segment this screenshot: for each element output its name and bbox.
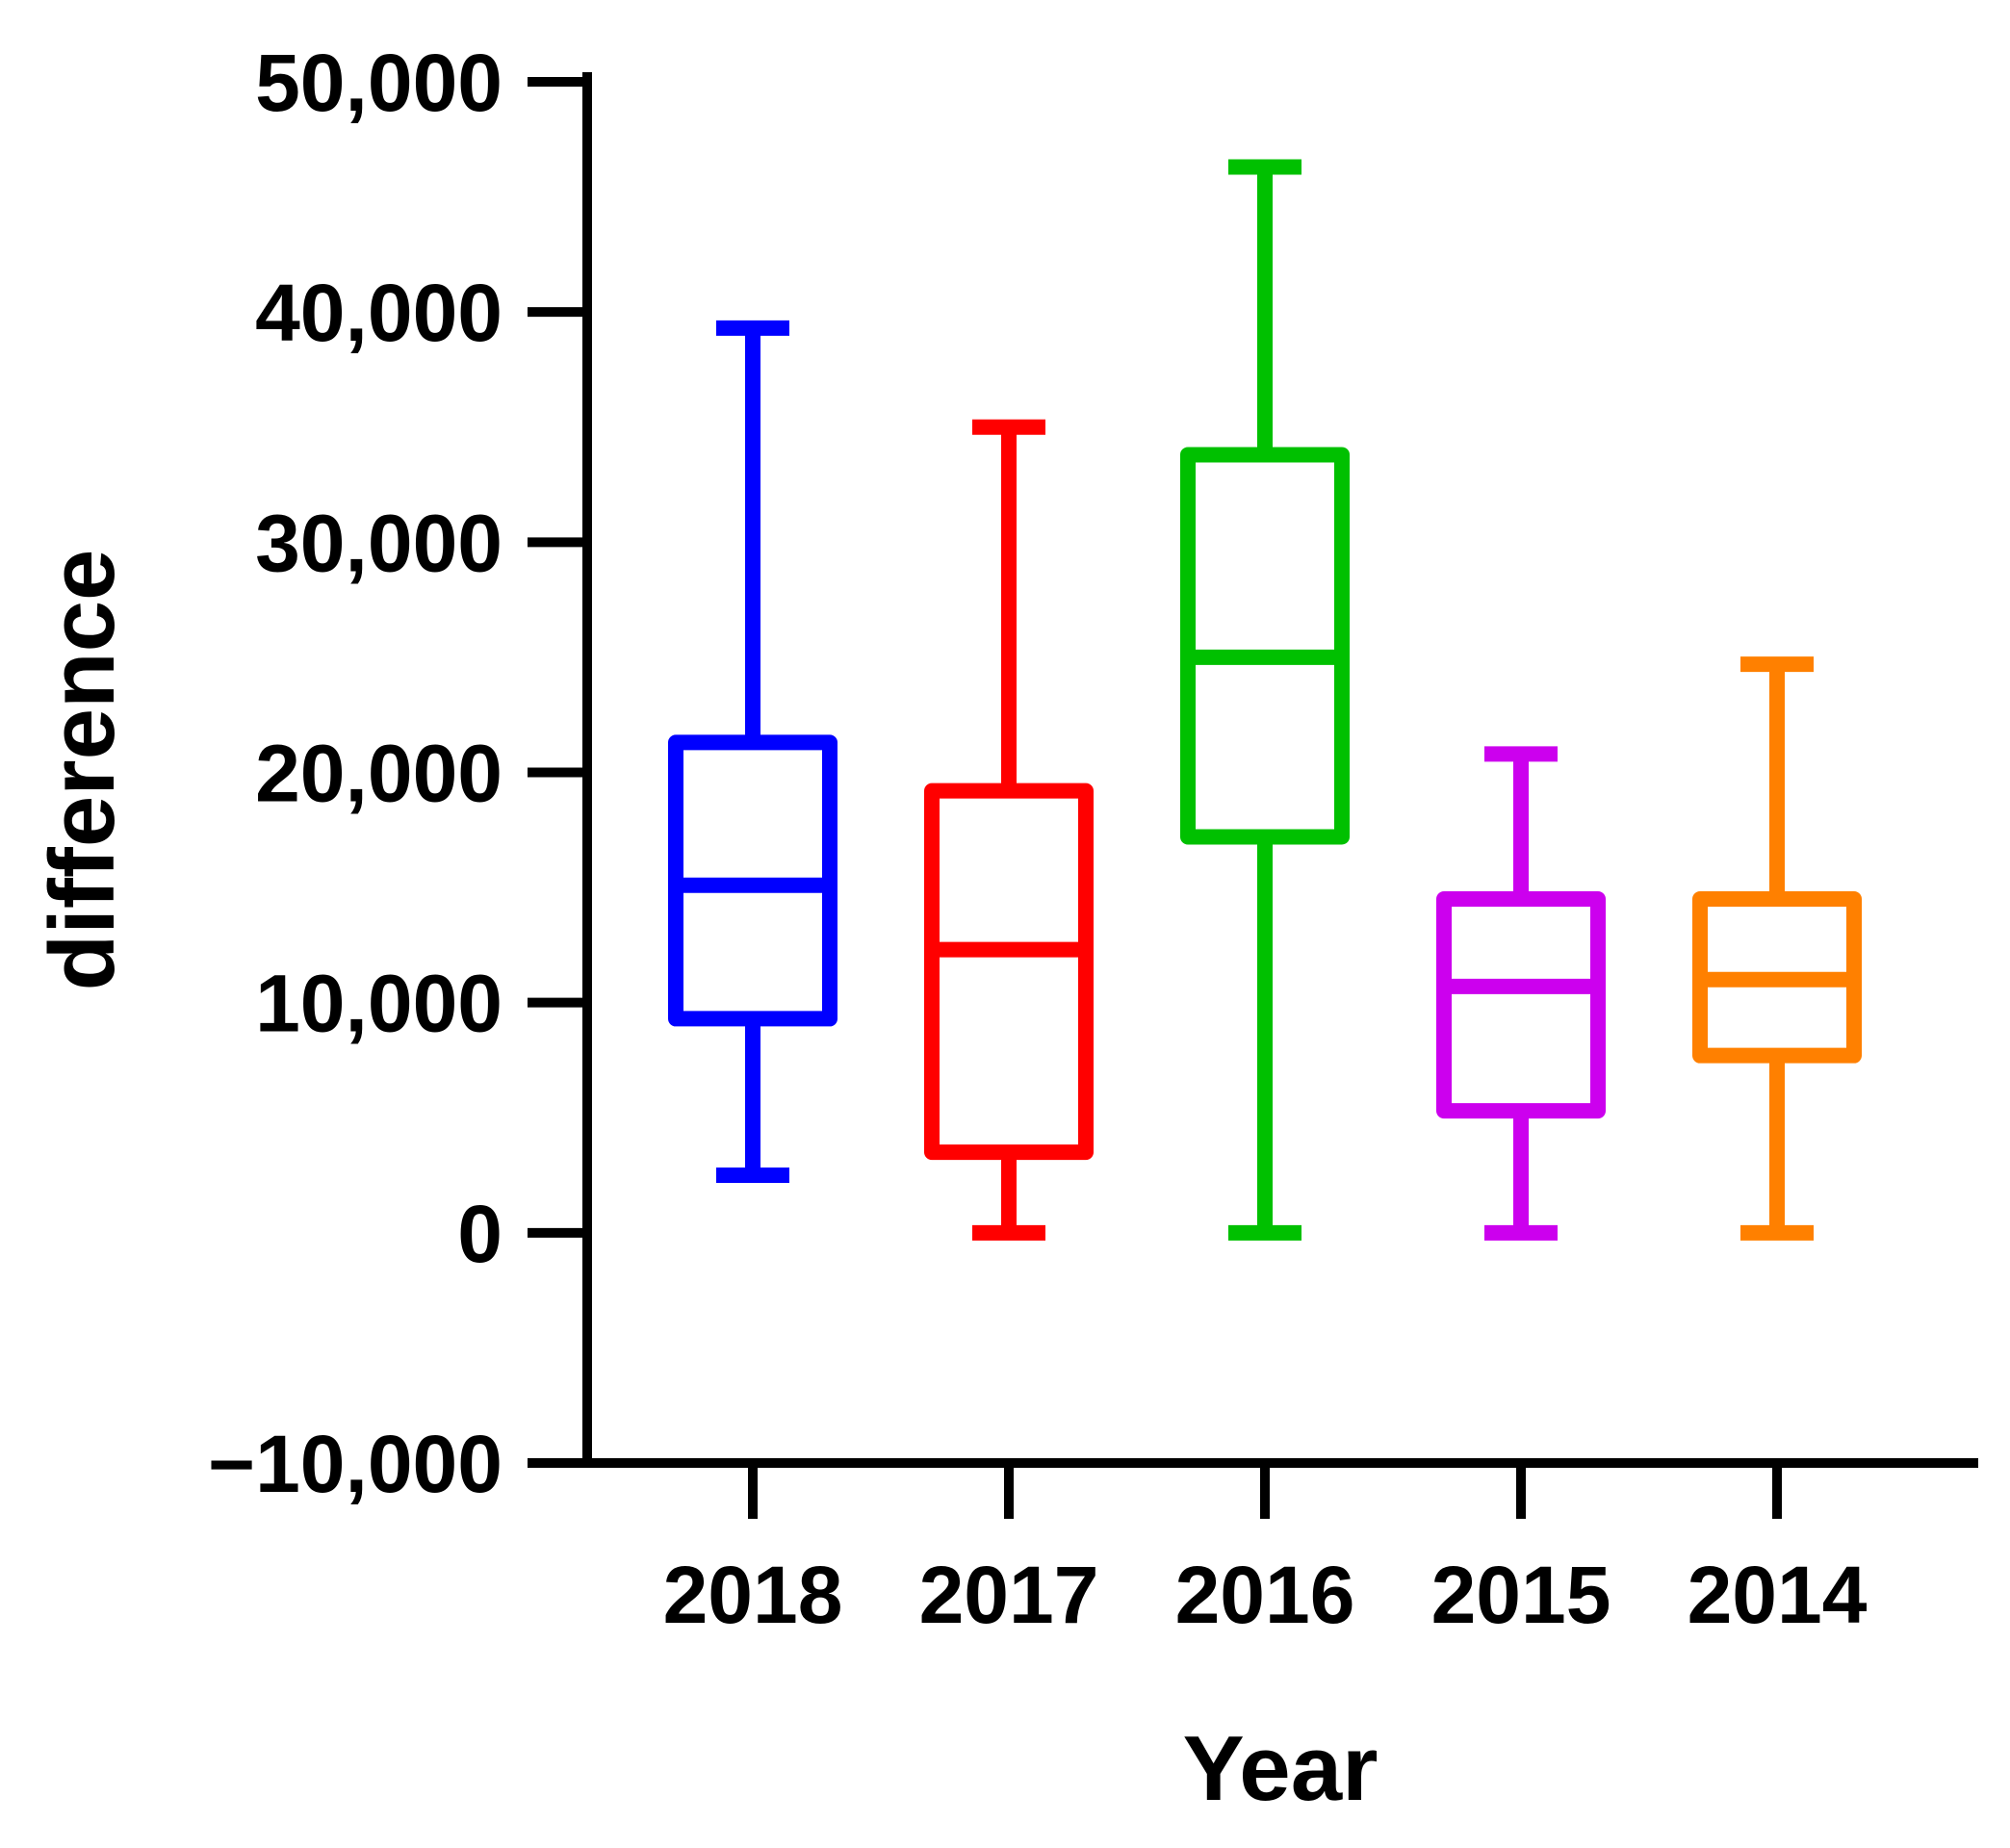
x-tick-label: 2015 — [1431, 1550, 1611, 1640]
iqr-box — [1436, 891, 1606, 1119]
y-tick-label: 0 — [457, 1189, 502, 1279]
y-ticks: 50,000 40,000 30,000 20,000 10,000 0 −10,000 — [208, 38, 587, 1509]
box-2018 — [668, 320, 838, 1184]
y-tick-label: 20,000 — [255, 729, 502, 819]
iqr-box — [1180, 447, 1350, 845]
box-2017 — [924, 419, 1094, 1241]
y-axis-title: difference — [31, 550, 134, 991]
iqr-box — [924, 783, 1094, 1161]
y-tick-label: −10,000 — [208, 1419, 502, 1509]
x-tick-label: 2018 — [663, 1550, 843, 1640]
y-tick-label: 50,000 — [255, 38, 502, 128]
boxes — [668, 159, 1862, 1241]
y-tick-label: 40,000 — [255, 268, 502, 358]
x-ticks: 2018 2017 2016 2015 2014 — [663, 1463, 1868, 1640]
box-2014 — [1692, 656, 1862, 1241]
y-tick-label: 30,000 — [255, 498, 502, 588]
x-tick-label: 2016 — [1175, 1550, 1355, 1640]
x-tick-label: 2017 — [919, 1550, 1099, 1640]
y-tick-label: 10,000 — [255, 959, 502, 1049]
x-axis-title: Year — [1183, 1717, 1379, 1820]
box-2015 — [1436, 746, 1606, 1241]
box-2016 — [1180, 159, 1350, 1241]
x-tick-label: 2014 — [1688, 1550, 1868, 1640]
